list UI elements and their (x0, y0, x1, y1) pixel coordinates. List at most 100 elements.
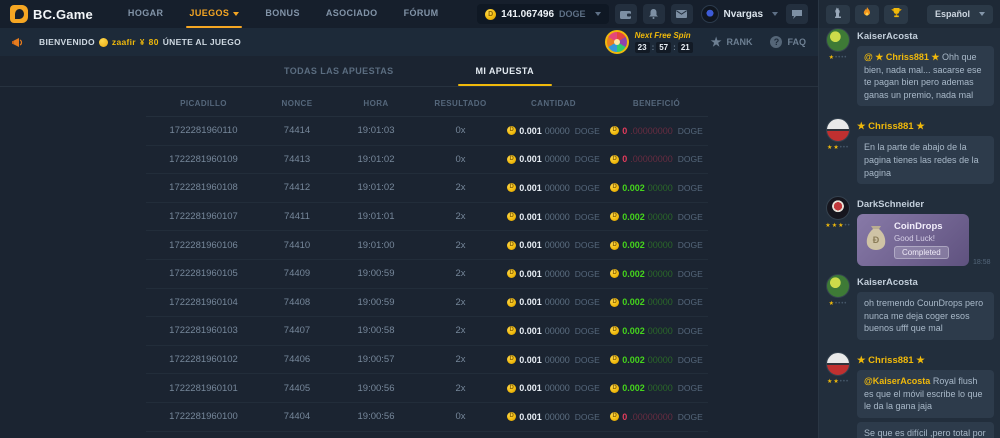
balance-selector[interactable]: 141.067496 DOGE (477, 4, 609, 24)
notifications-button[interactable] (642, 4, 665, 24)
chat-username[interactable]: DarkSchneider (857, 199, 925, 211)
star-filled-icon: ★ (826, 378, 834, 385)
doge-coin-icon (610, 355, 620, 365)
messages-button[interactable] (670, 4, 693, 24)
nav-item-fórum[interactable]: FÓRUM (403, 8, 439, 18)
chat-username[interactable]: ★ Chriss881 ★ (857, 354, 925, 366)
avatar[interactable] (826, 118, 850, 143)
coindrops-card[interactable]: Đ CoinDrops Good Luck! Completed (857, 214, 969, 267)
chat-username[interactable]: ★ Chriss881 ★ (857, 121, 925, 133)
chat-hot-button[interactable] (855, 4, 879, 24)
bet-nonce: 74410 (283, 239, 311, 251)
star-filled-icon: ★ (828, 55, 835, 61)
bet-hash[interactable]: 1722281960102 (169, 354, 238, 366)
bet-hash[interactable]: 1722281960110 (169, 125, 238, 137)
star-empty-icon: • (838, 301, 842, 308)
star-empty-icon: • (842, 378, 846, 385)
nav-item-asociado[interactable]: ASOCIADO (325, 8, 378, 18)
user-star-rating: ★★••• (827, 144, 849, 151)
chat-games-button[interactable] (826, 4, 850, 24)
chat-message-right: KaiserAcosta @ ★ Chriss881 ★ Ohh que bien… (857, 28, 994, 110)
star-filled-icon: ★ (828, 301, 835, 308)
bet-amount-zeros: 00000 (544, 125, 570, 136)
avatar[interactable] (826, 274, 850, 299)
bet-amount-main: 0.001 (519, 268, 542, 279)
tab-todas-las-apuestas[interactable]: TODAS LAS APUESTAS (283, 66, 394, 76)
bet-amount-main: 0.001 (519, 211, 542, 222)
doge-coin-icon (507, 183, 517, 193)
wallet-button[interactable] (614, 4, 637, 24)
bet-profit-main: 0.002 (622, 182, 645, 193)
column-header-resultado: RESULTADO (434, 99, 487, 108)
avatar[interactable] (826, 28, 850, 52)
star-empty-icon: • (844, 301, 848, 308)
nav-item-juegos[interactable]: JUEGOS (176, 0, 252, 28)
bet-amount-main: 0.001 (519, 354, 542, 365)
chat-message-left: ★•••• (825, 28, 851, 110)
doge-coin-icon (485, 8, 497, 20)
wallet-icon (620, 10, 632, 19)
free-spin-widget[interactable]: Next Free Spin 23 : 57 : 21 (604, 30, 693, 54)
language-selector[interactable]: Español (926, 4, 993, 24)
avatar[interactable] (826, 196, 850, 221)
user-star-rating: ★•••• (829, 300, 848, 307)
bet-profit-value: 0.00000000 DOGE (605, 412, 708, 422)
rank-link[interactable]: ★ RANK (711, 36, 753, 48)
trophy-icon (891, 5, 902, 23)
bet-amount-main: 0.001 (519, 125, 542, 136)
mention-link[interactable]: @ ★ Chriss881 ★ (864, 52, 940, 62)
avatar[interactable] (826, 351, 850, 376)
welcome-level-badge: 80 (148, 37, 159, 47)
bet-hash[interactable]: 1722281960100 (169, 411, 238, 423)
bet-result: 2x (455, 211, 466, 223)
user-menu[interactable]: Nvargas (699, 5, 780, 23)
bet-hash[interactable]: 1722281960103 (169, 325, 238, 337)
bet-amount-currency: DOGE (574, 240, 600, 251)
bet-hash[interactable]: 1722281960106 (169, 239, 238, 251)
side-panel-toggle-button[interactable] (786, 4, 808, 24)
star-empty-icon: • (841, 55, 845, 61)
doge-coin-icon (610, 383, 620, 393)
welcome-message: BIENVENIDO zaafir ¥ 80 ÚNETE AL JUEGO (39, 37, 241, 47)
bet-profit: 0.00000000 DOGE (605, 412, 708, 422)
doge-coin-icon (610, 126, 620, 136)
nav-item-hogar[interactable]: HOGAR (127, 8, 164, 18)
column-header-nonce: NONCE (281, 99, 313, 108)
bet-time: 19:00:56 (357, 411, 395, 423)
coindrops-completed-button[interactable]: Completed (894, 246, 949, 260)
bet-hash[interactable]: 1722281960104 (169, 296, 238, 308)
bet-amount-main: 0.001 (519, 154, 542, 165)
tab-mi-apuesta[interactable]: MI APUESTA (457, 56, 553, 86)
bet-hash[interactable]: 1722281960105 (169, 268, 238, 280)
bet-hash[interactable]: 1722281960108 (169, 182, 238, 194)
nav-item-bonus[interactable]: BONUS (265, 8, 300, 18)
brand-logo[interactable]: BC.Game (10, 5, 93, 23)
welcome-username[interactable]: zaafir (111, 37, 136, 47)
mention-link[interactable]: @KaiserAcosta (864, 375, 931, 386)
bet-hash[interactable]: 1722281960101 (169, 382, 238, 394)
star-filled-icon: ★ (831, 223, 839, 230)
faq-link[interactable]: ? FAQ (770, 36, 806, 48)
bet-profit-main: 0.002 (622, 354, 645, 365)
chevron-down-icon (233, 11, 240, 16)
bet-amount-zeros: 00000 (544, 211, 570, 222)
bet-hash[interactable]: 1722281960107 (169, 211, 238, 223)
chat-tournament-button[interactable] (884, 4, 908, 24)
bet-hash[interactable]: 1722281960109 (169, 153, 238, 165)
bet-amount-zeros: 00000 (544, 383, 570, 394)
chat-username[interactable]: KaiserAcosta (857, 277, 918, 289)
chat-username[interactable]: KaiserAcosta (857, 31, 918, 42)
bet-amount-zeros: 00000 (544, 268, 570, 279)
chat-message-left: ★★••• (825, 351, 851, 438)
doge-coin-icon (610, 326, 620, 336)
